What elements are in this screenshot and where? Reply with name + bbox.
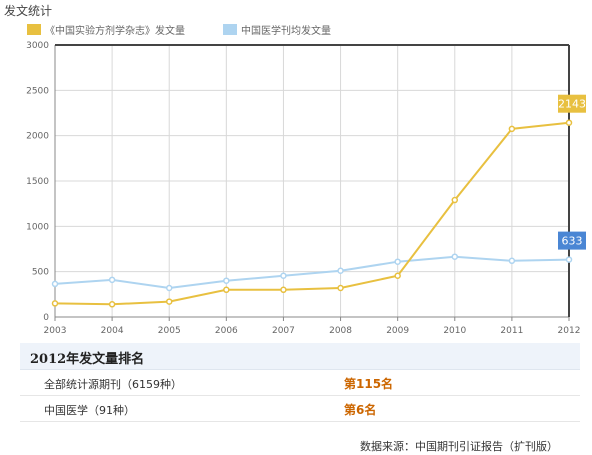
end-value-label: 2143 [558,98,586,111]
y-tick-label: 3000 [26,41,49,51]
x-tick-label: 2011 [500,326,523,336]
y-tick-label: 0 [43,313,49,323]
y-tick-label: 2500 [26,86,49,96]
legend-swatch-series-1 [27,24,41,35]
data-point[interactable] [508,125,516,133]
y-tick-label: 2000 [26,132,49,142]
data-point[interactable] [565,119,573,126]
y-tick-label: 1000 [26,222,49,232]
end-value-label: 633 [562,235,583,248]
x-tick-label: 2005 [158,326,181,336]
x-tick-label: 2010 [443,326,466,336]
x-tick-label: 2008 [329,326,352,336]
data-point[interactable] [337,284,344,292]
section-title: 发文统计 [4,4,53,18]
legend-swatch-series-2 [223,24,237,35]
ranking-row: 中国医学（91种） 第6名 [20,396,580,422]
ranking-header: 2012年发文量排名 [20,343,580,370]
data-point[interactable] [394,272,401,279]
end-value-label-box [558,94,586,113]
legend-item-series-2[interactable]: 中国医学刊均发文量 [223,22,331,37]
data-point[interactable] [280,272,287,279]
data-point[interactable] [108,276,116,284]
ranking-row-rank: 第115名 [344,377,394,391]
x-tick-label: 2007 [272,326,295,336]
data-point[interactable] [51,280,59,288]
end-value-label-box [558,231,586,250]
x-tick-label: 2006 [215,326,238,336]
y-tick-label: 1500 [26,177,49,187]
line-chart: 0 500 1000 1500 2000 2500 3000 2003 2004 2005 2006… [26,41,586,336]
legend-item-series-1[interactable]: 《中国实验方剂学杂志》发文量 [27,22,185,37]
legend-label-series-1: 《中国实验方剂学杂志》发文量 [45,26,185,37]
ranking-title: 2012年发文量排名 [30,352,145,367]
x-tick-label: 2012 [558,326,581,336]
data-point[interactable] [394,258,401,265]
x-tick-label: 2004 [101,326,124,336]
ranking-row-rank: 第6名 [344,403,377,417]
data-point[interactable] [165,298,173,305]
data-point[interactable] [565,256,573,263]
data-point[interactable] [280,286,287,294]
data-point[interactable] [508,257,516,265]
data-point[interactable] [108,301,116,308]
data-point[interactable] [451,196,459,204]
y-tick-label: 500 [32,268,49,278]
data-point[interactable] [223,277,230,284]
data-point[interactable] [51,300,59,307]
data-point[interactable] [451,253,459,260]
x-tick-label: 2003 [44,326,67,336]
data-point[interactable] [223,286,230,294]
source-note: 数据来源：中国期刊引证报告（扩刊版） [360,440,558,453]
ranking-row-name: 中国医学（91种） [44,404,135,417]
series-line-2 [54,255,570,289]
ranking-row: 全部统计源期刊（6159种） 第115名 [20,370,580,396]
legend-label-series-2: 中国医学刊均发文量 [241,26,331,37]
data-point[interactable] [165,284,173,292]
series-line-1 [54,121,570,306]
data-point[interactable] [337,267,344,275]
x-tick-label: 2009 [386,326,409,336]
ranking-row-name: 全部统计源期刊（6159种） [44,378,182,391]
